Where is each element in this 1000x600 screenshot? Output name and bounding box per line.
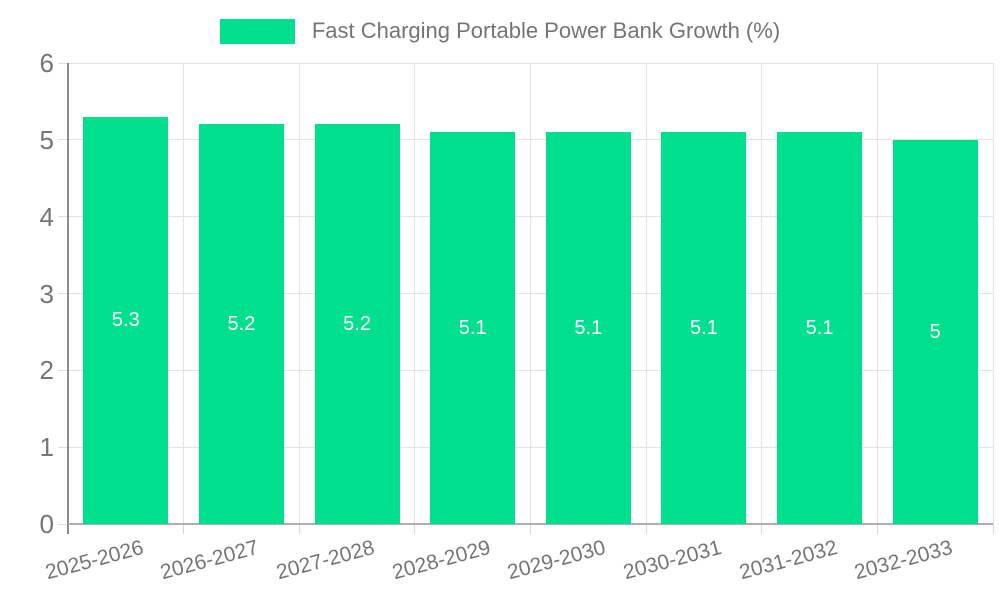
y-axis-line	[67, 63, 69, 534]
bar[interactable]: 5.2	[314, 124, 400, 524]
bar[interactable]: 5.3	[83, 116, 169, 524]
x-axis-tick-label: 2030-2031	[620, 536, 724, 585]
y-axis-tick	[58, 369, 68, 371]
x-gridline	[761, 63, 763, 524]
bar-value-label: 5	[929, 320, 941, 343]
x-gridline	[298, 63, 300, 524]
y-axis-tick	[58, 216, 68, 218]
x-gridline	[530, 63, 531, 524]
x-axis-tick-label: 2032-2033	[852, 536, 956, 585]
y-axis-tick	[58, 293, 68, 294]
y-axis-tick-label: 1	[39, 432, 54, 463]
x-axis-tick	[414, 524, 416, 534]
x-axis-tick	[761, 524, 763, 534]
bar-value-label: 5.1	[574, 317, 603, 340]
x-axis-tick	[183, 524, 185, 534]
x-gridline	[414, 63, 416, 524]
x-axis-tick	[992, 524, 994, 534]
bar[interactable]: 5	[892, 139, 978, 524]
legend-label: Fast Charging Portable Power Bank Growth…	[311, 18, 781, 43]
x-gridline	[183, 63, 185, 524]
bar-value-label: 5.1	[690, 317, 718, 340]
bar[interactable]: 5.1	[661, 132, 747, 524]
y-axis-tick	[58, 446, 68, 448]
y-axis-tick	[58, 62, 68, 64]
y-axis-tick-label: 2	[39, 355, 54, 386]
x-axis-line	[68, 523, 993, 525]
x-axis-tick-label: 2025-2026	[42, 536, 146, 585]
y-axis-tick-label: 5	[39, 124, 54, 155]
bar-value-label: 5.1	[458, 317, 487, 340]
x-gridline	[992, 63, 994, 524]
x-axis-tick	[298, 524, 300, 534]
chart-legend[interactable]: Fast Charging Portable Power Bank Growth…	[0, 18, 1000, 44]
y-axis-tick-label: 0	[39, 509, 54, 539]
bar[interactable]: 5.1	[777, 132, 863, 524]
x-axis-tick-label: 2028-2029	[389, 536, 493, 585]
x-axis-tick-label: 2031-2032	[736, 536, 840, 585]
x-gridline	[645, 63, 647, 524]
x-axis-tick-label: 2026-2027	[158, 536, 262, 585]
x-axis-tick	[530, 524, 531, 534]
y-axis-tick-label: 6	[39, 48, 54, 78]
x-axis-tick-label: 2027-2028	[274, 536, 378, 585]
y-axis-tick-label: 3	[39, 278, 54, 309]
x-axis-tick	[645, 524, 647, 534]
x-gridline	[876, 63, 878, 524]
bar[interactable]: 5.1	[430, 132, 516, 524]
bar-value-label: 5.2	[227, 313, 256, 336]
y-axis-tick	[58, 139, 68, 141]
bar-value-label: 5.1	[805, 317, 834, 340]
y-axis-tick-label: 4	[39, 201, 54, 232]
bar[interactable]: 5.2	[198, 124, 284, 524]
bar[interactable]: 5.1	[545, 132, 631, 524]
x-axis-tick-label: 2029-2030	[505, 536, 609, 585]
bar-value-label: 5.3	[111, 309, 140, 332]
bar-value-label: 5.2	[343, 313, 371, 336]
y-axis-tick	[58, 523, 68, 525]
x-axis-tick	[876, 524, 878, 534]
legend-color-swatch	[219, 18, 295, 44]
